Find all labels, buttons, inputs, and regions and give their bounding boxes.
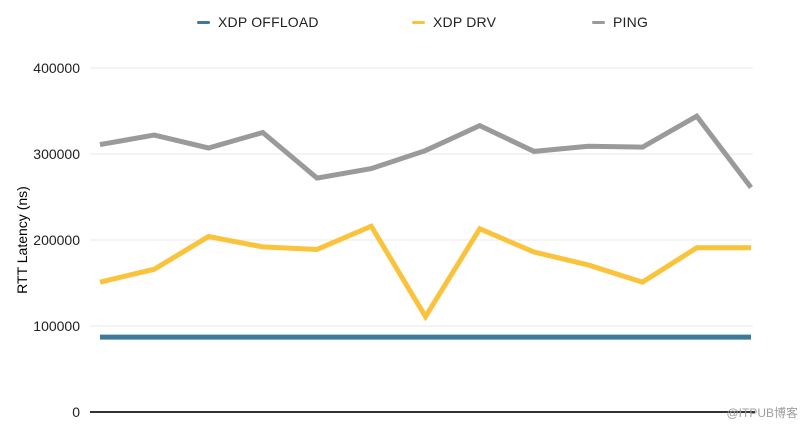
y-tick-label: 300000 [33,146,80,162]
legend-item-xdp-offload: XDP OFFLOAD [197,12,319,32]
xdp-offload-line-swatch-icon [197,20,210,24]
legend-item-xdp-drv: XDP DRV [412,12,496,32]
legend-label-xdp-offload: XDP OFFLOAD [218,14,319,30]
legend-item-ping: PING [592,12,648,32]
ping-line-swatch-icon [592,20,605,24]
legend-label-xdp-drv: XDP DRV [433,14,497,30]
watermark: @ITPUB博客 [726,406,798,420]
chart-legend: XDP OFFLOAD XDP DRV PING [0,12,800,32]
legend-label-ping: PING [613,14,649,30]
y-tick-label: 200000 [33,232,80,248]
y-tick-label: 400000 [33,60,80,76]
xdp-drv-line-swatch-icon [412,20,425,24]
series-line-ping [99,112,753,190]
series-line-xdp-drv [99,223,751,322]
y-tick-label: 0 [72,404,80,420]
y-tick-label: 100000 [33,318,80,334]
